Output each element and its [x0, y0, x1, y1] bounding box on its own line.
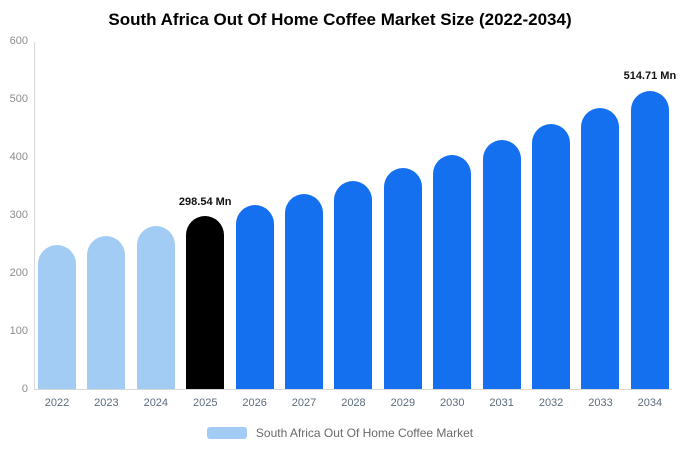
x-axis-label: 2033	[588, 397, 613, 409]
bar-column-2027: 2027	[285, 42, 324, 409]
legend-swatch	[206, 427, 247, 439]
bar-2034	[630, 90, 669, 389]
bar-column-2026: 2026	[235, 42, 274, 409]
bar-column-2030: 2030	[433, 42, 472, 409]
bar-2030	[433, 154, 472, 389]
x-axis-label: 2031	[489, 397, 514, 409]
x-axis-label: 2028	[341, 397, 366, 409]
x-axis-label: 2023	[94, 397, 119, 409]
bar-2032	[532, 124, 571, 389]
bar-2026	[235, 205, 274, 389]
x-axis-label: 2034	[637, 397, 663, 409]
x-axis-label: 2026	[242, 397, 267, 409]
bar-value-label: 298.54 Mn	[178, 195, 232, 208]
x-axis-label: 2025	[192, 397, 218, 409]
bar-2023	[87, 235, 126, 389]
bar-2033	[581, 107, 620, 389]
bar-column-2025: 2025 298.54 Mn	[179, 42, 232, 409]
y-axis-tick-label: 0	[21, 383, 28, 395]
x-axis-label: 2032	[538, 397, 564, 409]
legend-label: South Africa Out Of Home Coffee Market	[255, 426, 474, 440]
x-axis-label: 2024	[143, 397, 169, 409]
bar-2031	[482, 139, 521, 389]
x-axis-label: 2030	[440, 397, 465, 409]
bar-column-2024: 2024	[136, 42, 175, 409]
bar-column-2028: 2028	[334, 42, 373, 409]
bar-value-label: 514.71 Mn	[623, 70, 677, 83]
y-axis: 0 100 200 300 400 500 600	[10, 35, 672, 395]
y-axis-tick-label: 100	[9, 325, 28, 337]
bar-column-2034: 2034 514.71 Mn	[624, 42, 677, 409]
bar-column-2031: 2031	[482, 42, 521, 409]
bar-column-2033: 2033	[581, 42, 620, 409]
legend: South Africa Out Of Home Coffee Market	[0, 426, 680, 440]
bar-2029	[383, 168, 422, 389]
bar-2025	[186, 215, 225, 389]
y-axis-tick-label: 400	[9, 151, 28, 163]
y-axis-tick-label: 300	[9, 209, 28, 221]
bar-column-2029: 2029	[383, 42, 422, 409]
bar-2024	[136, 226, 175, 389]
plot-area: 0 100 200 300 400 500 600 2022 2023 2024 2025 298.…	[10, 35, 677, 409]
x-axis-label: 2029	[390, 397, 416, 409]
y-axis-tick-label: 600	[9, 35, 28, 47]
x-axis-label: 2022	[44, 397, 70, 409]
bar-series: 2022 2023 2024 2025 298.54 Mn 2026 2027 2028 202…	[35, 42, 677, 409]
bar-2028	[334, 181, 373, 389]
bar-2022	[38, 244, 76, 389]
y-axis-tick-label: 500	[9, 93, 28, 105]
bar-column-2032: 2032	[532, 42, 571, 409]
y-axis-tick-label: 200	[9, 267, 28, 279]
x-axis-label: 2027	[291, 397, 317, 409]
chart-title: South Africa Out Of Home Coffee Market S…	[108, 10, 572, 29]
bar-column-2023: 2023	[87, 42, 126, 409]
bar-2027	[285, 193, 324, 389]
bar-column-2022: 2022	[38, 42, 76, 409]
